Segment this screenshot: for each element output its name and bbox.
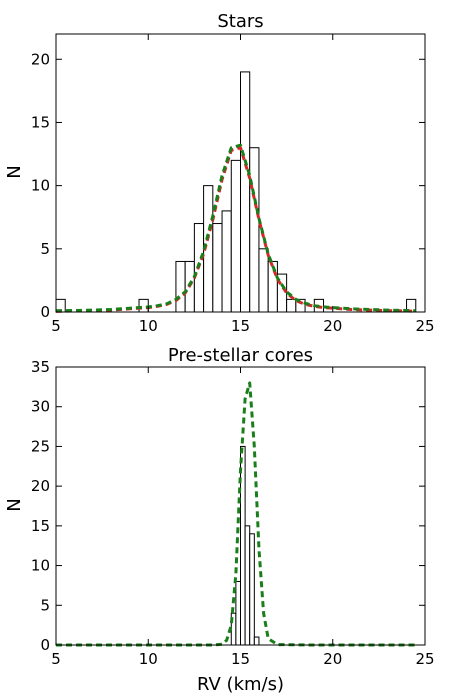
y-tick-label: 0	[40, 636, 50, 654]
x-tick-label: 15	[231, 317, 250, 335]
histogram-bar	[244, 525, 251, 646]
histogram-bar	[258, 248, 269, 313]
cores-histogram-panel: Pre-stellar cores N RV (km/s) 5 10 15 20 25 0…	[4, 345, 435, 695]
stars-y-axis-label: N	[4, 165, 25, 178]
stars-chart-title: Stars	[217, 11, 263, 32]
x-tick-label: 25	[415, 650, 434, 668]
cores-marks	[56, 381, 416, 647]
histogram-bar	[249, 533, 255, 646]
histogram-bar	[235, 580, 241, 646]
x-tick-label: 5	[51, 650, 61, 668]
x-tick-label: 25	[415, 317, 434, 335]
y-tick-label: 30	[31, 398, 50, 416]
histogram-bar	[240, 71, 251, 313]
cores-y-axis-label: N	[4, 498, 25, 511]
x-tick-label: 20	[323, 317, 342, 335]
x-tick-label: 15	[231, 650, 250, 668]
y-tick-label: 10	[31, 557, 50, 575]
cores-x-axis-label: RV (km/s)	[197, 674, 284, 695]
cores-chart-title: Pre-stellar cores	[168, 345, 313, 366]
x-tick-label: 5	[51, 317, 61, 335]
y-tick-label: 0	[40, 303, 50, 321]
histogram-bar	[221, 210, 232, 313]
stars-marks	[55, 71, 417, 313]
y-tick-label: 15	[31, 517, 50, 535]
x-tick-label: 10	[139, 650, 158, 668]
y-tick-label: 15	[31, 113, 50, 131]
histogram-bar	[175, 260, 186, 313]
histogram-bar	[212, 223, 223, 313]
y-tick-label: 10	[31, 177, 50, 195]
x-tick-label: 20	[323, 650, 342, 668]
histogram-bar	[240, 445, 246, 646]
y-tick-label: 20	[31, 477, 50, 495]
histogram-bar	[230, 159, 241, 313]
histogram-bar	[286, 298, 297, 313]
y-tick-label: 20	[31, 50, 50, 68]
x-tick-label: 10	[139, 317, 158, 335]
y-tick-label: 5	[40, 596, 50, 614]
y-tick-label: 5	[40, 240, 50, 258]
histogram-bar	[253, 636, 260, 646]
y-tick-label: 25	[31, 437, 50, 455]
histogram-bar	[249, 147, 260, 313]
y-tick-label: 35	[31, 358, 50, 376]
